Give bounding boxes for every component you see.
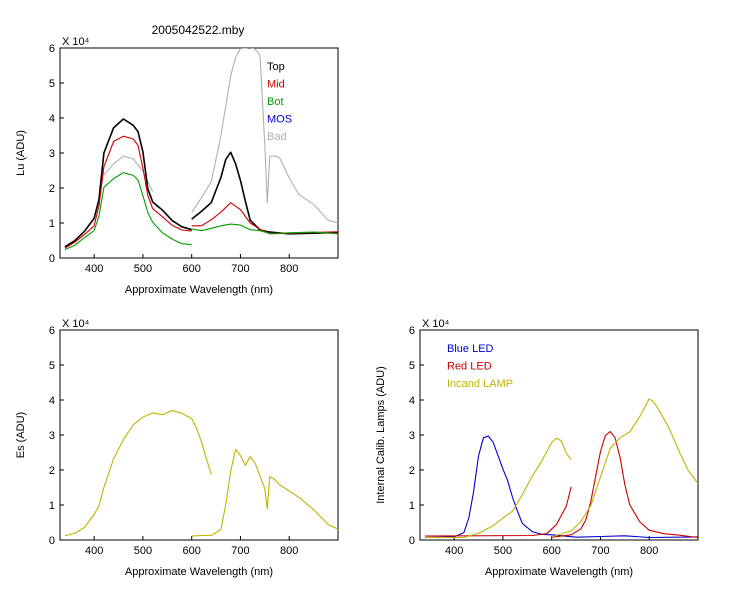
x-tick-label: 700 — [231, 263, 249, 275]
y-tick-label: 6 — [49, 43, 55, 55]
series-lines — [64, 48, 338, 251]
x-tick-label: 400 — [445, 545, 463, 557]
series-line-bad — [191, 48, 338, 224]
x-tick-label: 400 — [85, 263, 103, 275]
x-axis-label: Approximate Wavelength (nm) — [125, 284, 273, 296]
y-axis-label: Lu (ADU) — [15, 130, 27, 176]
series-line-top — [64, 118, 192, 248]
legend-entry-top: Top — [267, 61, 285, 73]
series-line-series-1 — [191, 448, 338, 537]
series-line-blue-led — [424, 435, 698, 539]
y-tick-label: 5 — [49, 360, 55, 372]
y-tick-label: 6 — [409, 325, 415, 337]
x-tick-label: 500 — [134, 545, 152, 557]
x-tick-label: 800 — [280, 545, 298, 557]
x-tick-label: 800 — [280, 263, 298, 275]
series-line-series-0 — [64, 409, 212, 537]
plot-frame — [59, 47, 339, 259]
y-tick-label: 0 — [49, 535, 55, 547]
y-tick-label: 2 — [49, 465, 55, 477]
x-axis-label: Approximate Wavelength (nm) — [485, 566, 633, 578]
x-tick-label: 600 — [543, 545, 561, 557]
y-tick-label: 4 — [49, 395, 55, 407]
y-tick-label: 1 — [409, 500, 415, 512]
y-tick-label: 6 — [49, 325, 55, 337]
y-tick-label: 4 — [409, 395, 415, 407]
y-tick-label: 1 — [49, 218, 55, 230]
legend-entry-bad: Bad — [267, 131, 287, 143]
figure-title: 2005042522.mby — [152, 23, 245, 37]
series-line-incand-lamp — [551, 398, 698, 538]
chart-es: 0 1 2 3 4 5 6 400 500 600 700 800 X 10⁴ Approximate W… — [15, 318, 339, 578]
y-axis-label: Internal Calib. Lamps (ADU) — [375, 366, 387, 504]
x-tick-label: 500 — [494, 545, 512, 557]
x-tick-label: 700 — [231, 545, 249, 557]
y-tick-label: 0 — [409, 535, 415, 547]
legend-entry-bot: Bot — [267, 96, 284, 108]
series-line-bot — [191, 223, 338, 235]
x-axis-label: Approximate Wavelength (nm) — [125, 566, 273, 578]
x-tick-label: 800 — [640, 545, 658, 557]
legend-entry-mos: MOS — [267, 114, 292, 126]
y-tick-label: 0 — [49, 253, 55, 265]
series-line-bot — [64, 172, 192, 251]
chart-lamps: 0 1 2 3 4 5 6 400 500 600 700 800 X 10⁴ Approximate W… — [375, 318, 699, 578]
y-axis-label: Es (ADU) — [15, 412, 27, 458]
x-tick-label: 600 — [183, 263, 201, 275]
y-tick-label: 5 — [409, 360, 415, 372]
x-tick-label: 500 — [134, 263, 152, 275]
y-tick-label: 4 — [49, 113, 55, 125]
series-line-red-led — [424, 486, 572, 537]
y-tick-label: 5 — [49, 78, 55, 90]
y-tick-label: 3 — [49, 430, 55, 442]
series-line-red-led — [551, 430, 698, 539]
y-exponent-label: X 10⁴ — [62, 36, 90, 48]
x-tick-label: 400 — [85, 545, 103, 557]
y-tick-label: 2 — [409, 465, 415, 477]
y-tick-label: 3 — [49, 148, 55, 160]
legend-entry-blue-led: Blue LED — [447, 343, 494, 355]
chart-lu: 0 1 2 3 4 5 6 400 500 600 700 800 X 10⁴ Approximate W… — [15, 36, 339, 296]
y-tick-label: 2 — [49, 183, 55, 195]
series-lines — [424, 398, 698, 539]
y-exponent-label: X 10⁴ — [62, 318, 90, 330]
legend-entry-mid: Mid — [267, 79, 285, 91]
series-line-incand-lamp — [424, 437, 572, 539]
plot-frame — [419, 329, 699, 541]
x-tick-label: 600 — [183, 545, 201, 557]
legend-entry-red-led: Red LED — [447, 361, 492, 373]
x-tick-label: 700 — [591, 545, 609, 557]
legend-entry-incand-lamp: Incand LAMP — [447, 378, 513, 390]
series-line-mid — [64, 135, 192, 249]
y-exponent-label: X 10⁴ — [422, 318, 450, 330]
y-tick-label: 1 — [49, 500, 55, 512]
y-tick-label: 3 — [409, 430, 415, 442]
series-lines — [64, 409, 338, 537]
